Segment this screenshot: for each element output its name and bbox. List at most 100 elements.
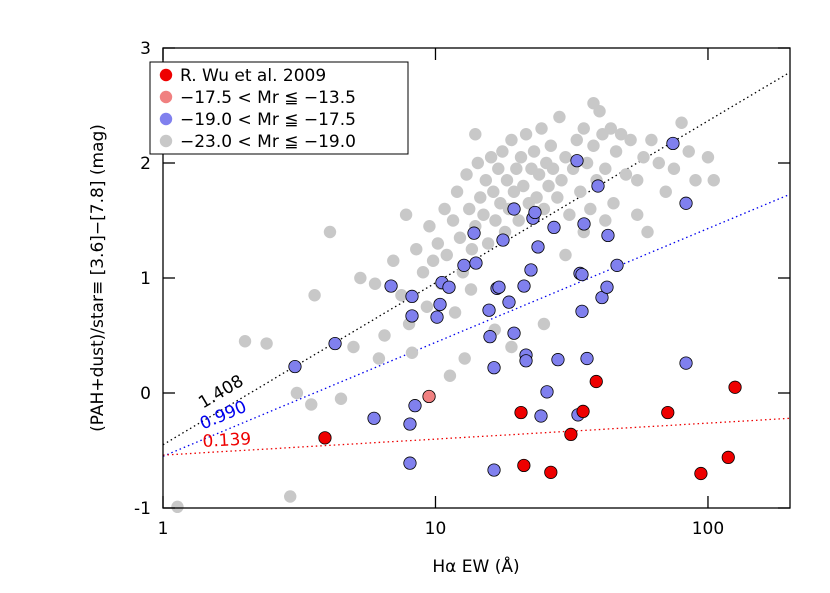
point (487, 361, 501, 375)
point (464, 283, 478, 296)
point (482, 303, 496, 317)
point (405, 346, 419, 359)
point (481, 237, 495, 250)
point (507, 185, 521, 198)
point (580, 156, 594, 170)
point (645, 133, 658, 147)
point (403, 417, 417, 431)
point (575, 267, 589, 282)
point (443, 369, 457, 382)
point (431, 237, 445, 250)
point (500, 174, 514, 187)
point (641, 225, 654, 239)
point (610, 258, 624, 272)
legend-marker (159, 68, 173, 82)
point (469, 256, 483, 270)
point (405, 289, 419, 303)
point (328, 336, 342, 351)
point (601, 228, 615, 243)
point (416, 266, 430, 279)
legend-marker (159, 134, 173, 148)
point (540, 385, 554, 399)
point (559, 248, 572, 262)
point (505, 133, 518, 147)
point (694, 466, 708, 481)
point (387, 254, 400, 267)
point (559, 151, 572, 164)
point (334, 392, 348, 405)
point (496, 233, 510, 247)
point (284, 490, 297, 503)
y-tick-label: 0 (140, 384, 151, 404)
point (457, 258, 471, 272)
point (442, 280, 456, 294)
point (238, 335, 252, 348)
point (679, 356, 693, 370)
point (577, 122, 590, 135)
point (347, 340, 360, 354)
point (399, 208, 413, 221)
point (487, 463, 501, 477)
point (528, 205, 542, 220)
point (564, 427, 578, 441)
point (384, 279, 398, 293)
point (514, 405, 528, 420)
point (576, 404, 590, 418)
y-tick-label: 2 (140, 154, 151, 174)
point (378, 329, 391, 342)
point (570, 133, 583, 147)
point (460, 168, 473, 181)
point (505, 340, 518, 354)
point (308, 289, 321, 302)
point (652, 156, 666, 170)
point (532, 168, 546, 181)
point (512, 214, 525, 227)
x-tick-label: 1 (158, 519, 169, 539)
legend-label: −23.0 < Mr ≦ −19.0 (180, 132, 356, 152)
point (553, 110, 566, 124)
point (728, 380, 742, 394)
point (433, 297, 447, 312)
point (563, 208, 576, 221)
point (531, 240, 545, 254)
point (260, 337, 273, 350)
point (318, 431, 332, 445)
y-axis-label: (PAH+dust)/star≡ [3.6]−[7.8] (mag) (88, 124, 108, 432)
y-tick-label: 1 (140, 269, 151, 289)
point (487, 185, 500, 198)
point (530, 191, 543, 204)
point (544, 139, 558, 152)
point (474, 191, 487, 204)
point (420, 300, 434, 313)
point (675, 116, 688, 129)
legend-marker (159, 90, 173, 104)
point (458, 352, 471, 365)
point (537, 317, 551, 331)
point (517, 458, 531, 473)
point (354, 271, 367, 285)
point (423, 220, 436, 233)
point (448, 306, 462, 319)
point (589, 374, 603, 389)
point (510, 162, 523, 175)
point (631, 174, 644, 187)
legend-marker (159, 112, 173, 126)
point (661, 405, 675, 420)
point (599, 214, 612, 227)
point (430, 310, 444, 324)
point (604, 122, 618, 135)
point (514, 151, 528, 164)
legend-label: R. Wu et al. 2009 (180, 66, 326, 86)
point (551, 353, 565, 367)
point (689, 174, 702, 187)
fit-line (162, 193, 791, 457)
point (551, 191, 564, 204)
point (614, 128, 628, 141)
point (507, 202, 521, 216)
x-axis-label: Hα EW (Å) (432, 555, 519, 577)
fit-line (162, 417, 791, 456)
point (471, 156, 485, 170)
point (305, 398, 318, 411)
point (707, 174, 720, 187)
